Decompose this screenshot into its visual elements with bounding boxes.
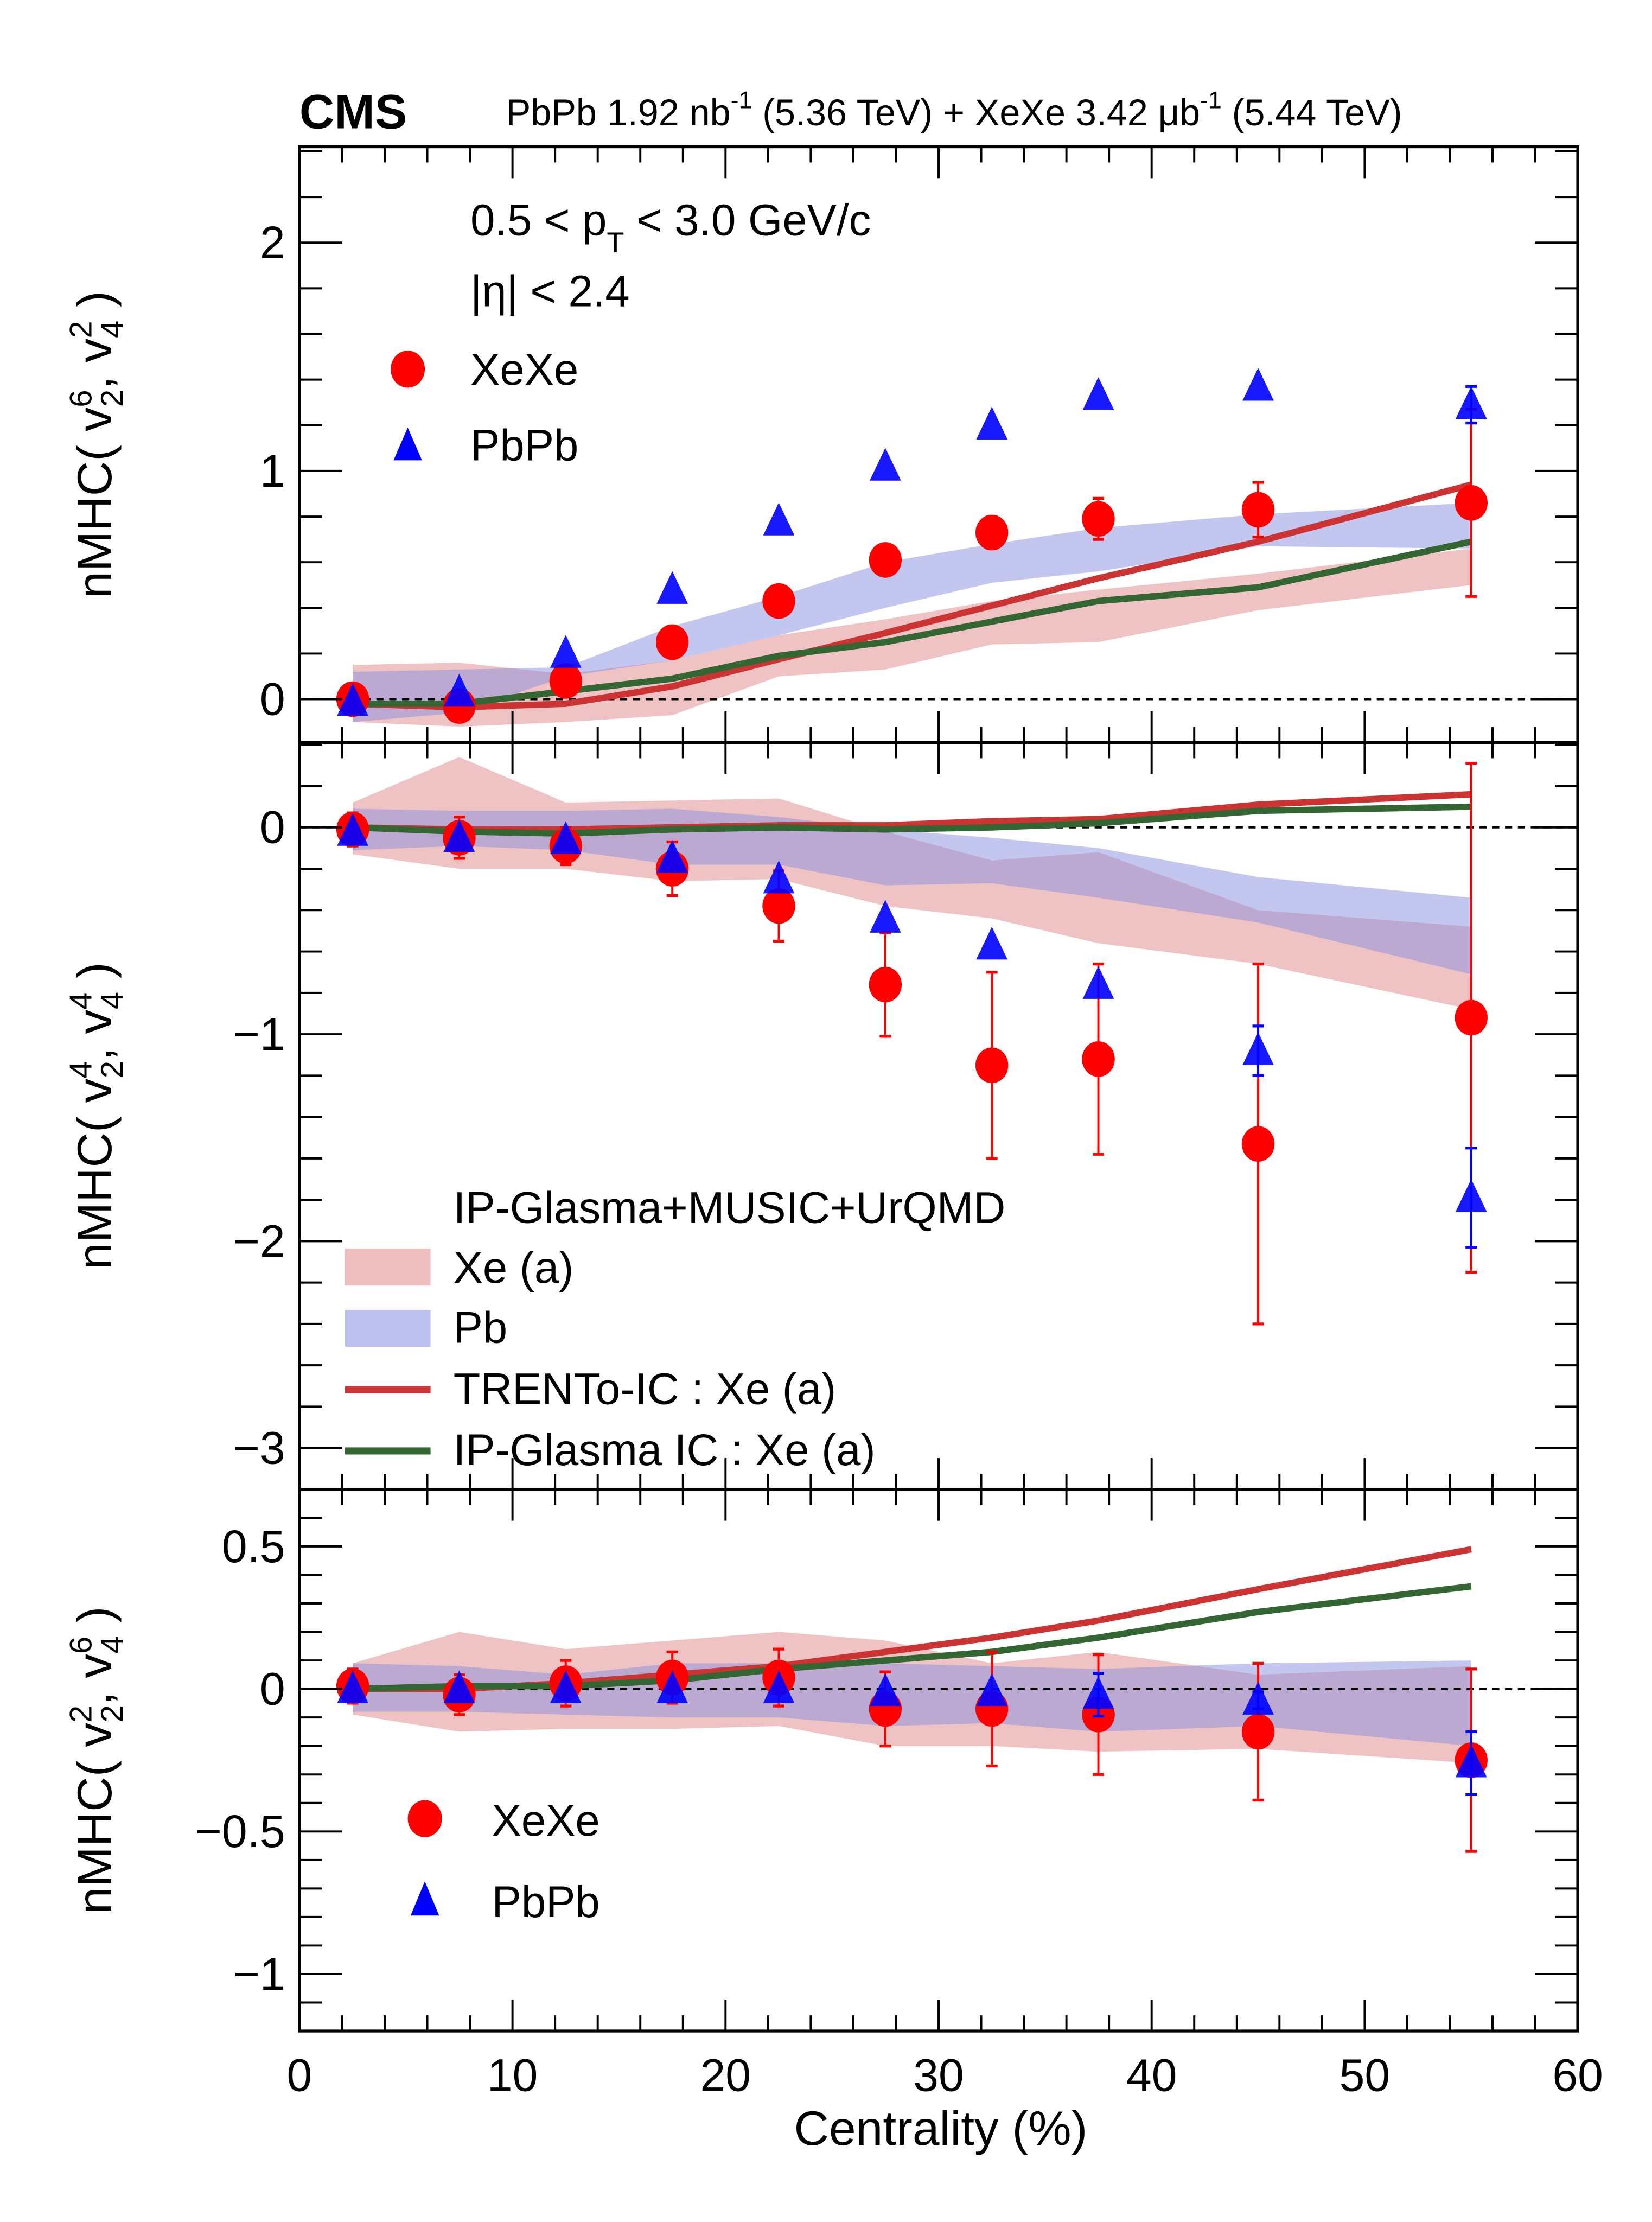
top-data-legend: XeXe PbPb [391,345,578,470]
pbpb-point [869,1673,901,1707]
pbpb-point [550,1670,582,1703]
xexe-point [1241,1714,1275,1750]
pbpb-point [443,819,475,852]
pbpb-point [869,448,901,481]
y-tick-label: 0 [260,802,285,853]
legend-pbpb-label: PbPb [470,421,578,470]
xexe-point [975,1047,1009,1084]
pbpb-point [656,1670,688,1703]
legend-pbpb-marker [393,428,422,461]
x-tick-label: 30 [913,2049,964,2100]
y-tick-label: 0 [260,673,285,724]
y-tick-label: −0.5 [195,1806,285,1857]
y-tick-label: 2 [260,217,285,268]
pbpb-point [976,406,1008,440]
pbpb-point [976,1673,1008,1707]
legend-xexe-label: XeXe [470,345,578,394]
legend-trento-label: TRENTo-IC : Xe (a) [454,1364,837,1414]
pbpb-point [337,683,369,716]
pbpb-point [337,813,369,846]
xexe-point [549,663,583,699]
legend-xexe-marker-bottom [407,1800,442,1837]
pbpb-point [337,1670,369,1703]
y-axis-title: nMHC( v62, v24 ) [63,291,130,599]
x-tick-label: 50 [1340,2049,1391,2100]
pbpb-point [550,635,582,668]
x-tick-label: 20 [700,2049,751,2100]
legend-pb-band-swatch [345,1309,431,1347]
pt-range-annotation: 0.5 < pT < 3.0 GeV/c [470,195,871,259]
legend-xe-band-label: Xe (a) [454,1243,574,1293]
y-tick-label: −3 [233,1423,285,1474]
legend-pbpb-marker-bottom [410,1881,439,1916]
panel-middle: 0 −1 −2 −3 nMHC( v42, v44 ) [63,741,1579,1491]
pbpb-point [443,673,475,707]
pbpb-point [656,571,688,604]
eta-range-annotation: |η| < 2.4 [470,267,630,316]
band-pb [353,808,1471,975]
panel-frame [298,1488,1579,2033]
legend-xe-band-swatch [345,1248,431,1286]
y-tick-label: 0 [260,1664,285,1715]
xexe-point [1241,492,1275,528]
model-legend: IP-Glasma+MUSIC+UrQMD Xe (a) Pb TRENTo-I… [345,1183,1005,1475]
xexe-point [1082,501,1115,537]
legend-xexe-marker [391,351,425,388]
pbpb-point [550,821,582,854]
band-pb [353,502,1471,722]
pbpb-point [763,1670,795,1703]
xexe-point [762,583,795,619]
xexe-point [762,888,795,924]
pbpb-point [1242,368,1274,401]
x-tick-label: 0 [287,2049,312,2100]
xexe-point [975,514,1009,551]
pbpb-point [763,860,795,894]
xexe-point [1455,485,1488,521]
pbpb-point [656,839,688,873]
legend-pb-band-label: Pb [454,1303,508,1352]
pbpb-point [976,926,1008,960]
pbpb-point [763,502,795,536]
y-axis-title: nMHC( v22, v64 ) [63,1607,130,1914]
panel-bottom: 0.5 0 −0.5 −1 nMHC( v22, v64 ) 0 10 20 30 40 50 60 [63,1488,1603,2100]
pbpb-point [1242,1682,1274,1715]
experiment-label: CMS [299,84,407,138]
xexe-point [1455,999,1488,1036]
panel-top: 0 1 2 nMHC( v62, v24 ) [63,145,1579,744]
model-legend-title: IP-Glasma+MUSIC+UrQMD [454,1183,1006,1233]
legend-pbpb-label-bottom: PbPb [492,1877,600,1927]
pbpb-point [1242,1032,1274,1065]
ipglasma-line [353,538,1472,707]
legend-xexe-label-bottom: XeXe [492,1796,600,1845]
pbpb-point [1082,966,1114,999]
x-tick-label: 60 [1552,2049,1603,2100]
bottom-data-legend: XeXe PbPb [407,1796,600,1927]
pbpb-point [443,1670,475,1703]
y-tick-label: −1 [233,1009,285,1060]
pbpb-point [1455,1745,1487,1778]
y-axis-title: nMHC( v42, v44 ) [63,962,130,1270]
xexe-point [869,966,902,1003]
x-tick-label: 10 [487,2049,538,2100]
ipglasma-line [352,803,1471,837]
xexe-point [655,624,689,660]
pbpb-point [1455,1179,1487,1212]
xexe-point [1082,1041,1115,1077]
xexe-point [1241,1126,1275,1162]
y-tick-label: −2 [233,1215,285,1266]
ipglasma-line [352,1583,1472,1692]
pbpb-point [1082,1676,1114,1709]
legend-ipglasma-label: IP-Glasma IC : Xe (a) [454,1425,876,1475]
pbpb-point [1082,377,1114,410]
pbpb-point [869,900,901,933]
x-tick-label: 40 [1126,2049,1177,2100]
luminosity-header: PbPb 1.92 nb-1 (5.36 TeV) + XeXe 3.42 μb… [506,87,1402,134]
xexe-point [869,542,902,578]
y-tick-label: 0.5 [222,1521,285,1572]
y-tick-label: −1 [233,1949,285,2000]
y-tick-label: 1 [260,445,285,496]
pbpb-point [1455,386,1487,419]
x-axis-title: Centrality (%) [794,2101,1088,2155]
